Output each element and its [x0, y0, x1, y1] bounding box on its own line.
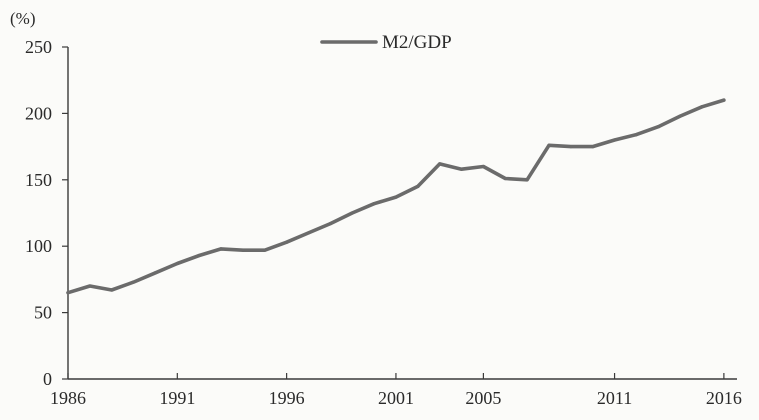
y-tick-label: 200 [25, 103, 52, 123]
data-point [350, 211, 354, 215]
x-tick-label: 2011 [597, 388, 632, 408]
data-point [591, 145, 595, 149]
y-tick-label: 50 [34, 303, 52, 323]
data-point [634, 133, 639, 137]
data-point [153, 271, 158, 275]
data-point [722, 98, 726, 102]
data-point [88, 284, 92, 288]
data-point [306, 231, 311, 235]
legend: M2/GDP [320, 32, 452, 53]
data-point [66, 291, 70, 295]
data-point [110, 288, 114, 292]
data-point [131, 280, 136, 284]
plot-area [66, 98, 726, 295]
x-tick-label: 1986 [50, 388, 86, 408]
data-point [263, 248, 267, 252]
y-tick-label: 250 [25, 37, 52, 57]
x-tick-label: 1996 [269, 388, 305, 408]
data-point [416, 184, 420, 189]
x-tick-label: 2001 [378, 388, 414, 408]
data-point [700, 105, 704, 109]
data-point [328, 222, 332, 226]
ticks: 0 50 100 150 200 250 1986 1991 1996 2001 2005 2011 2… [25, 37, 742, 408]
data-point [197, 253, 201, 258]
data-point [481, 164, 485, 169]
data-point [503, 176, 507, 181]
data-point [678, 114, 682, 118]
x-tick-label: 2016 [706, 388, 742, 408]
data-point [569, 145, 573, 149]
data-point [459, 167, 464, 171]
data-point [525, 178, 529, 182]
data-point [241, 248, 245, 252]
data-point [372, 202, 376, 206]
data-point [219, 247, 223, 251]
axes [67, 47, 737, 380]
y-tick-label: 100 [25, 236, 52, 256]
data-point [656, 125, 660, 129]
y-tick-label: 150 [25, 170, 52, 190]
data-point [612, 138, 617, 142]
data-point [285, 240, 289, 244]
data-point [547, 143, 551, 147]
y-tick-label: 0 [43, 369, 52, 389]
legend-label: M2/GDP [382, 32, 452, 53]
data-point [394, 195, 398, 199]
data-point [438, 162, 442, 166]
x-tick-label: 2005 [465, 388, 501, 408]
y-unit-label: (%) [10, 9, 35, 28]
data-point [175, 261, 179, 266]
x-tick-label: 1991 [159, 388, 195, 408]
